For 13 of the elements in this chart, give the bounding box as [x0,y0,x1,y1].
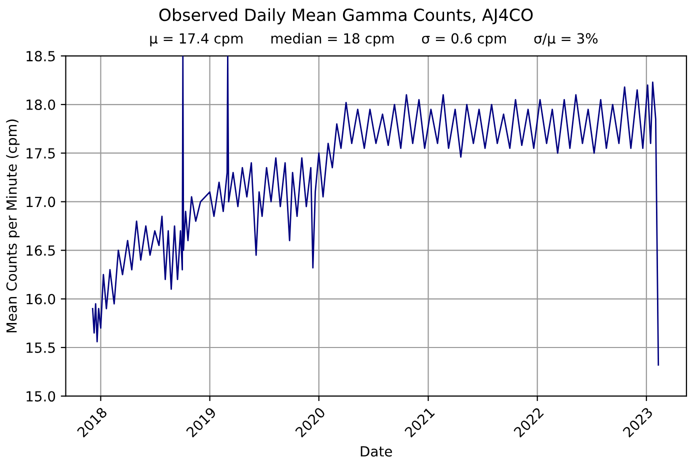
y-tick-label: 18.5 [26,50,55,62]
line-series [92,56,660,366]
y-tick-label: 17.0 [26,196,56,208]
x-axis-title: Date [360,446,392,457]
y-tick-label: 16.0 [26,294,56,304]
y-tick-label: 16.5 [26,245,55,256]
y-tick-label: 17.5 [26,148,55,159]
y-axis-title: Mean Counts per Minute (cpm) [6,120,20,332]
chart-title: Observed Daily Mean Gamma Counts, AJ4CO [159,8,533,24]
y-tick-label: 18.0 [26,99,56,110]
chart-subtitle: μ = 17.4 cpm median = 18 cpm σ = 0.6 cpm σ/μ = 3% [150,32,598,46]
y-tick-label: 15.0 [26,391,56,402]
y-tick-label: 15.5 [26,342,55,353]
